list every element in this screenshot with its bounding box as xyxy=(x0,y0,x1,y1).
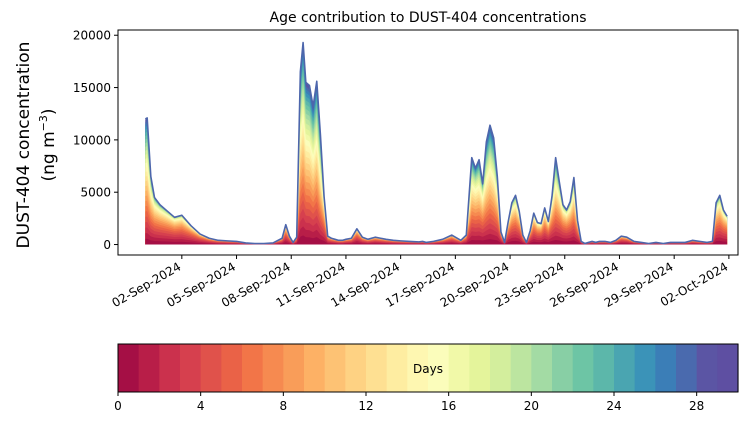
colorbar-segment xyxy=(262,344,284,392)
age-layer-day-13 xyxy=(145,127,728,245)
colorbar xyxy=(118,344,739,392)
colorbar-segment xyxy=(614,344,636,392)
colorbar-segment xyxy=(676,344,698,392)
age-layer-day-6 xyxy=(145,182,728,245)
colorbar-segment xyxy=(200,344,222,392)
colorbar-tick-label: 16 xyxy=(441,399,456,413)
colorbar-tick-label: 4 xyxy=(197,399,205,413)
age-layer-day-7 xyxy=(145,174,728,245)
age-layer-day-8 xyxy=(145,166,728,245)
plot-frame xyxy=(117,29,739,256)
colorbar-tick-label: 28 xyxy=(689,399,704,413)
colorbar-ticks: 0 4 8 12 16 20 24 28 xyxy=(114,392,704,413)
y-tick-label: 15000 xyxy=(73,81,111,95)
age-layer-day-28 xyxy=(145,44,728,245)
y-tick-label: 5000 xyxy=(80,186,111,200)
colorbar-segment xyxy=(304,344,326,392)
colorbar-tick-label: 8 xyxy=(280,399,288,413)
age-layer-day-25 xyxy=(145,55,728,245)
age-layer-day-17 xyxy=(145,100,728,245)
y-tick-label: 20000 xyxy=(73,29,111,43)
y-tick-label: 0 xyxy=(103,238,111,252)
age-layer-day-18 xyxy=(145,93,728,245)
age-layer-day-19 xyxy=(145,87,728,245)
colorbar-segment xyxy=(428,344,450,392)
age-layer-day-16 xyxy=(145,106,728,245)
age-layer-day-0 xyxy=(145,235,728,245)
colorbar-segment xyxy=(159,344,181,392)
colorbar-segment xyxy=(221,344,243,392)
age-layer-day-12 xyxy=(145,135,728,245)
colorbar-segment xyxy=(345,344,367,392)
total-concentration-line xyxy=(144,41,728,245)
age-layer-day-23 xyxy=(145,64,728,245)
colorbar-segment xyxy=(634,344,656,392)
colorbar-tick-label: 12 xyxy=(358,399,373,413)
colorbar-frame xyxy=(117,343,739,393)
colorbar-tick-label: 24 xyxy=(606,399,621,413)
colorbar-tick-label: 0 xyxy=(114,399,122,413)
colorbar-segment xyxy=(138,344,160,392)
colorbar-segment xyxy=(593,344,615,392)
age-layers xyxy=(145,42,728,245)
colorbar-segment xyxy=(283,344,305,392)
colorbar-segment xyxy=(510,344,532,392)
colorbar-segment xyxy=(242,344,264,392)
colorbar-segment xyxy=(324,344,346,392)
age-layer-day-5 xyxy=(145,191,728,245)
colorbar-segment xyxy=(717,344,739,392)
colorbar-segment xyxy=(572,344,594,392)
colorbar-segment xyxy=(366,344,388,392)
age-layer-day-11 xyxy=(145,142,728,245)
y-axis-label-exponent: −3 xyxy=(37,115,50,131)
colorbar-segment xyxy=(696,344,718,392)
age-layer-day-2 xyxy=(145,217,728,245)
age-layer-day-20 xyxy=(145,81,728,245)
y-axis-label-line1: DUST-404 concentration xyxy=(14,42,34,249)
y-axis-label-units: (ng m xyxy=(39,131,59,181)
colorbar-segment xyxy=(490,344,512,392)
age-layer-day-9 xyxy=(145,158,728,245)
colorbar-segment xyxy=(448,344,470,392)
age-layer-day-3 xyxy=(145,208,728,245)
colorbar-segment xyxy=(180,344,202,392)
y-axis-label-line2: (ng m−3) xyxy=(37,108,59,181)
age-layer-day-14 xyxy=(145,120,728,245)
age-layer-day-15 xyxy=(145,113,728,245)
colorbar-segment xyxy=(655,344,677,392)
age-layer-day-1 xyxy=(145,226,728,245)
age-layer-day-21 xyxy=(145,75,728,245)
colorbar-segment xyxy=(531,344,553,392)
y-tick-label: 10000 xyxy=(73,133,111,147)
colorbar-segment xyxy=(407,344,429,392)
age-layer-day-29 xyxy=(145,42,728,245)
colorbar-segment xyxy=(386,344,408,392)
x-axis-ticks: 02-Sep-202405-Sep-202408-Sep-202411-Sep-… xyxy=(110,255,730,310)
age-layer-day-26 xyxy=(145,51,728,245)
chart-title: Age contribution to DUST-404 concentrati… xyxy=(270,10,587,26)
age-layer-day-27 xyxy=(145,47,728,245)
age-layer-day-4 xyxy=(145,199,728,245)
age-layer-day-24 xyxy=(145,59,728,245)
y-axis-ticks: 0 5000 10000 15000 20000 xyxy=(73,29,118,252)
colorbar-segment xyxy=(552,344,574,392)
y-axis-label-close: ) xyxy=(39,108,59,115)
y-axis-label: DUST-404 concentration (ng m−3) xyxy=(14,42,59,249)
colorbar-segment xyxy=(118,344,140,392)
colorbar-segment xyxy=(469,344,491,392)
colorbar-label: Days xyxy=(413,362,443,376)
age-layer-day-10 xyxy=(145,150,728,245)
colorbar-tick-label: 20 xyxy=(524,399,539,413)
age-layer-day-22 xyxy=(145,70,728,245)
